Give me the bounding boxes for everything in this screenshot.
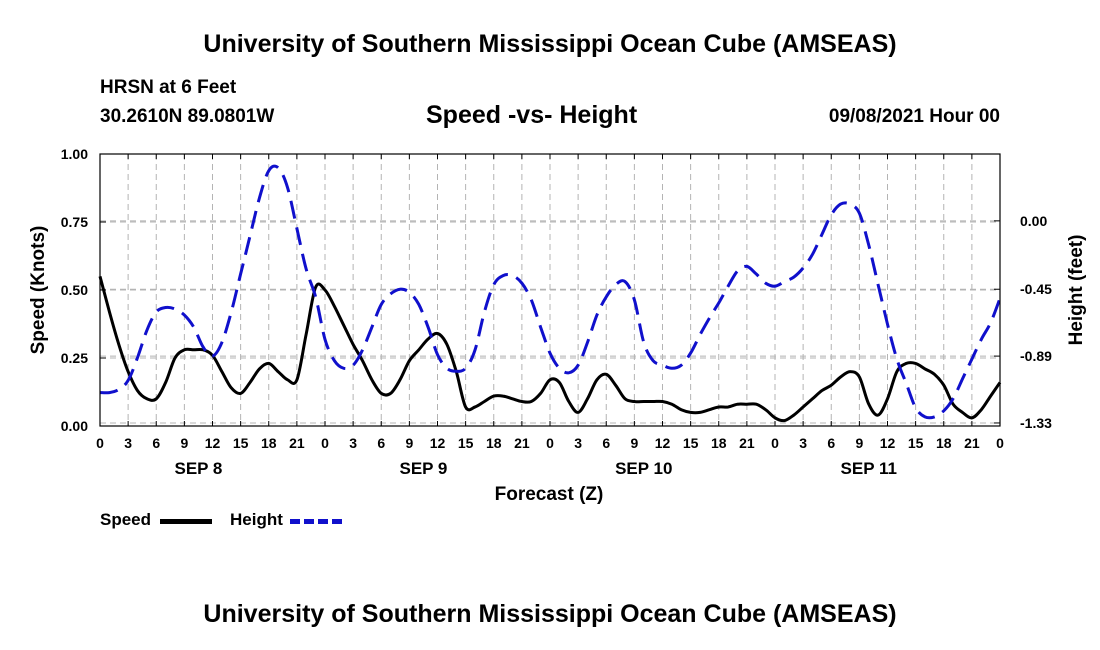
x-tick-label: 18 — [486, 435, 502, 451]
x-tick-label: 6 — [152, 435, 160, 451]
x-tick-label: 21 — [739, 435, 755, 451]
x-tick-label: 21 — [514, 435, 530, 451]
grid-layer — [100, 154, 1000, 426]
height-series-line — [99, 164, 1002, 420]
station-label: HRSN at 6 Feet — [100, 77, 237, 98]
x-tick-label: 21 — [289, 435, 305, 451]
x-tick-label: 15 — [683, 435, 699, 451]
x-tick-label: 18 — [261, 435, 277, 451]
y-axis-label: Speed (Knots) — [28, 226, 49, 355]
x-tick-label: 3 — [349, 435, 357, 451]
date-label: SEP 9 — [399, 459, 447, 478]
x-tick-label: 12 — [655, 435, 671, 451]
x-tick-label: 0 — [996, 435, 1004, 451]
x-tick-label: 18 — [936, 435, 952, 451]
speed-series-line — [98, 276, 1002, 423]
coordinates-label: 30.2610N 89.0801W — [100, 106, 275, 127]
x-tick-label: 3 — [799, 435, 807, 451]
y-tick-label: 0.00 — [61, 418, 88, 434]
x-tick-label: 9 — [630, 435, 638, 451]
x-tick-label: 9 — [180, 435, 188, 451]
legend-height-swatch — [290, 519, 342, 524]
x-tick-label: 18 — [711, 435, 727, 451]
x-tick-label: 15 — [908, 435, 924, 451]
x-tick-label: 0 — [771, 435, 779, 451]
x-tick-label: 3 — [124, 435, 132, 451]
x-tick-label: 0 — [321, 435, 329, 451]
y2-tick-label: 0.00 — [1020, 213, 1047, 229]
date-label: SEP 8 — [174, 459, 222, 478]
y2-tick-label: -0.45 — [1020, 281, 1052, 297]
legend-speed-swatch — [160, 519, 212, 524]
legend-speed-label: Speed — [100, 510, 152, 529]
date-label: SEP 11 — [841, 459, 897, 478]
y-tick-label: 0.25 — [61, 350, 88, 366]
y-tick-label: 1.00 — [61, 146, 88, 162]
x-tick-label: 15 — [458, 435, 474, 451]
y-tick-label: 0.50 — [61, 282, 88, 298]
datetime-label: 09/08/2021 Hour 00 — [828, 106, 1000, 127]
header-title: University of Southern Mississippi Ocean… — [203, 30, 897, 58]
chart-title: Speed -vs- Height — [426, 101, 638, 129]
x-tick-label: 6 — [377, 435, 385, 451]
x-tick-label: 15 — [233, 435, 249, 451]
x-tick-label: 21 — [964, 435, 980, 451]
series-layer — [98, 164, 1002, 423]
y2-axis-label: Height (feet) — [1066, 235, 1087, 346]
x-tick-label: 0 — [96, 435, 104, 451]
x-tick-label: 6 — [827, 435, 835, 451]
y-tick-label: 0.75 — [61, 214, 88, 230]
y2-tick-label: -0.89 — [1020, 348, 1052, 364]
x-tick-label: 9 — [405, 435, 413, 451]
legend-height-label: Height — [230, 510, 283, 529]
tick-layer: 0 3 6 9 12 15 18 21 0 3 6 9 12 15 18 21 0 3 6 9 12 15 18 21 0 3 6 9… — [61, 146, 1052, 478]
x-tick-label: 12 — [880, 435, 896, 451]
y2-tick-label: -1.33 — [1020, 415, 1052, 431]
x-tick-label: 6 — [602, 435, 610, 451]
footer-title: University of Southern Mississippi Ocean… — [203, 600, 897, 628]
x-tick-label: 9 — [855, 435, 863, 451]
x-tick-label: 12 — [205, 435, 221, 451]
x-tick-label: 12 — [430, 435, 446, 451]
date-label: SEP 10 — [615, 459, 672, 478]
x-tick-label: 3 — [574, 435, 582, 451]
x-axis-label: Forecast (Z) — [495, 484, 604, 505]
x-tick-label: 0 — [546, 435, 554, 451]
